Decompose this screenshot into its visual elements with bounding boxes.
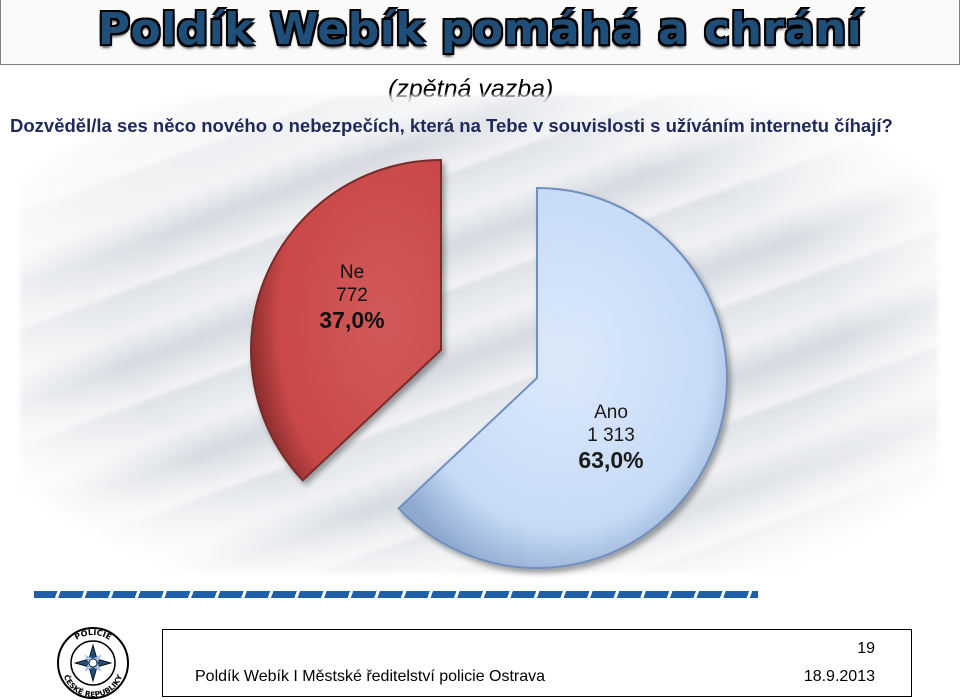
- slice-label-ano: Ano: [594, 402, 628, 423]
- decorative-stripe-bar: [34, 591, 758, 598]
- star-icon: [73, 643, 113, 683]
- pie-slice-ano: [397, 186, 728, 569]
- footer-date: 18.9.2013: [803, 668, 875, 685]
- slice-value-label-ano: 1 313: [587, 425, 635, 446]
- page-number: 19: [857, 640, 875, 657]
- slice-label-ne: Ne: [340, 262, 364, 283]
- police-logo: POLICIE ČESKÉ REPUBLIKY: [57, 627, 129, 699]
- chart-question: Dozvěděl/la ses něco nového o nebezpečíc…: [10, 115, 893, 136]
- footer-organization: Poldík Webík I Městské ředitelství polic…: [195, 668, 546, 685]
- pie-slice-ne: [250, 158, 442, 482]
- slice-value-label-ne: 772: [336, 285, 368, 306]
- slice-percent-label-ne: 37,0%: [319, 307, 384, 333]
- page-title: Poldík Webík pomáhá a chrání: [97, 4, 863, 55]
- svg-text:POLICIE: POLICIE: [73, 628, 113, 642]
- logo-text-top: POLICIE: [73, 628, 113, 642]
- header-band: [0, 0, 960, 65]
- footer: 19 Poldík Webík I Městské ředitelství po…: [162, 629, 912, 697]
- slice-percent-label-ano: 63,0%: [578, 447, 643, 473]
